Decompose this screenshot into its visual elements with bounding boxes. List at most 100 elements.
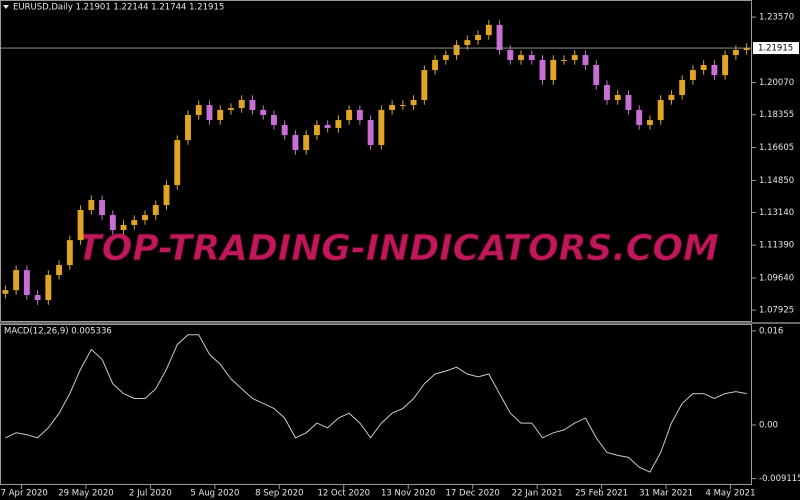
candle-body [464, 40, 471, 45]
candle-body [679, 79, 686, 95]
y-tick-label: 1.23570 [759, 13, 794, 23]
candle-body [646, 120, 653, 125]
candle-body [475, 35, 482, 41]
x-tick-label: 27 Apr 2020 [0, 489, 48, 499]
y-tick-label: 1.11390 [759, 241, 794, 251]
x-tick-label: 29 May 2020 [58, 489, 113, 499]
x-tick-label: 13 Nov 2020 [381, 489, 435, 499]
y-tick-label: 1.14850 [759, 176, 794, 186]
x-tick-label: 5 Aug 2020 [190, 489, 239, 499]
candle-body [313, 124, 320, 136]
candle-body [593, 64, 600, 86]
candle-body [689, 70, 696, 80]
candle-body [367, 120, 374, 145]
candle-body [45, 274, 52, 301]
candle-body [66, 240, 73, 266]
x-tick-label: 31 Mar 2021 [639, 489, 693, 499]
menu-arrow [3, 5, 9, 9]
candle-body [324, 124, 331, 128]
candle-body [195, 105, 202, 116]
candle-body [131, 220, 138, 225]
candle-body [528, 55, 535, 60]
candle-body [399, 105, 406, 107]
candle-body [260, 109, 267, 116]
macd-line [5, 334, 747, 473]
candle-body [743, 48, 750, 51]
candle-body [507, 50, 514, 60]
candle-body [432, 59, 439, 71]
candle-body [152, 205, 159, 216]
candle-body [249, 100, 256, 110]
y-tick-label: 1.07925 [759, 306, 794, 316]
candle-body [485, 24, 492, 36]
price-title: EURUSD,Daily 1.21901 1.22144 1.21744 1.2… [13, 3, 224, 13]
candle-body [142, 215, 148, 221]
x-tick-label: 12 Oct 2020 [317, 489, 370, 499]
candle-body [120, 224, 127, 231]
candle-body [496, 24, 503, 51]
y-tick-label: 0.00 [759, 421, 778, 431]
candle-body [2, 290, 9, 294]
candle-body [732, 50, 739, 56]
candle-body [163, 185, 170, 206]
candle-body [571, 55, 578, 60]
candle-body [657, 100, 664, 121]
macd-frame [0, 324, 752, 485]
price-label-box [753, 42, 799, 55]
y-tick-label: 1.13140 [759, 208, 794, 218]
candle-body [442, 55, 449, 60]
candle-body [281, 124, 288, 136]
candle-body [99, 200, 106, 216]
candle-body [614, 94, 621, 101]
y-tick-label: 1.18355 [759, 110, 794, 120]
x-tick-label: 8 Sep 2020 [255, 489, 303, 499]
x-tick-label: 17 Dec 2020 [446, 489, 500, 499]
x-tick-label: 25 Feb 2021 [575, 489, 628, 499]
y-tick-label: 1.09640 [759, 273, 794, 283]
candle-body [722, 55, 729, 76]
candle-body [625, 94, 632, 110]
candle-body [13, 270, 20, 291]
y-tick-label: 1.16605 [759, 143, 794, 153]
candle-body [410, 100, 417, 106]
candle-body [346, 109, 353, 121]
watermark: TOP-TRADING-INDICATORS.COM [77, 228, 719, 269]
candle-body [389, 105, 396, 110]
candle-body [88, 200, 95, 210]
candle-body [604, 85, 610, 101]
candle-body [518, 55, 524, 60]
candle-body [711, 64, 718, 76]
candle-body [109, 215, 116, 231]
y-tick-label: 0.016 [759, 326, 783, 336]
x-tick-label: 22 Jan 2021 [512, 489, 563, 499]
candle-body [582, 55, 589, 65]
candle-body [303, 135, 310, 151]
macd-title: MACD(12,26,9) 0.005336 [4, 327, 112, 337]
candle-body [453, 44, 460, 56]
candle-body [174, 140, 181, 186]
candle-body [23, 270, 30, 296]
price-label: 1.21915 [758, 44, 793, 54]
x-tick-label: 2 Jul 2020 [129, 489, 172, 499]
candle-body [561, 59, 567, 61]
candle-body [668, 94, 675, 101]
x-tick-label: 4 May 2021 [705, 489, 755, 499]
candle-body [270, 115, 277, 125]
candle-body [238, 100, 245, 109]
candle-body [206, 105, 213, 121]
candle-body [636, 109, 643, 125]
candle-body [34, 295, 41, 301]
candle-body [77, 209, 84, 241]
y-tick-label: 1.20070 [759, 78, 794, 88]
candle-body [228, 108, 234, 110]
price-frame [0, 0, 752, 322]
candle-body [700, 64, 707, 71]
candle-body [335, 120, 342, 128]
candle-body [539, 59, 546, 80]
y-tick-label: -0.009115 [759, 474, 800, 484]
candle-body [378, 109, 385, 145]
candle-body [356, 109, 363, 121]
candle-body [56, 265, 63, 275]
